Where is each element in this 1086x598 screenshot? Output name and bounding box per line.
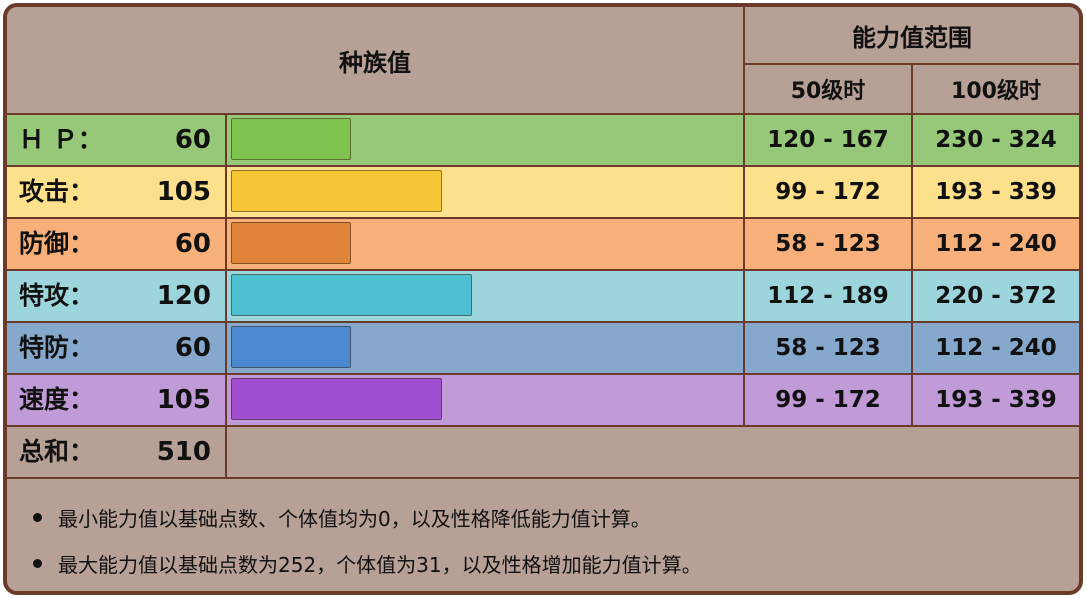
note-min: 最小能力值以基础点数、个体值均为0，以及性格降低能力值计算。	[33, 503, 651, 532]
grid-horizontal-line	[7, 477, 1079, 479]
stat-value: 60	[174, 333, 211, 363]
stats-table: 种族值 能力值范围 50级时 100级时 Ｈ Ｐ： 60 120 - 167 230 …	[3, 3, 1083, 595]
level50-label: 50级时	[790, 79, 866, 104]
range-level50: 112 - 189	[767, 283, 889, 309]
stat-bar-track	[227, 115, 743, 165]
stat-label: Ｈ Ｐ：	[19, 125, 103, 154]
stat-row: 速度： 105 99 - 172 193 - 339	[7, 375, 1079, 425]
grid-vertical-line	[225, 113, 227, 479]
stat-row: 防御： 60 58 - 123 112 - 240	[7, 219, 1079, 269]
stat-row: 攻击： 105 99 - 172 193 - 339	[7, 167, 1079, 217]
stat-bar	[231, 222, 351, 264]
stat-range-title: 能力值范围	[852, 23, 972, 52]
range-level50: 120 - 167	[767, 127, 889, 153]
stat-label: 攻击：	[19, 177, 95, 206]
grid-horizontal-line	[7, 113, 1079, 115]
stat-bar-track	[227, 167, 743, 217]
stat-label: 特防：	[19, 333, 95, 362]
stat-bar-track	[227, 375, 743, 425]
range-level100: 193 - 339	[935, 179, 1057, 205]
bullet-icon	[33, 559, 42, 568]
grid-vertical-line	[911, 63, 913, 427]
grid-horizontal-line	[7, 217, 1079, 219]
note-max-text: 最大能力值以基础点数为252，个体值为31，以及性格增加能力值计算。	[58, 553, 702, 577]
stat-value: 105	[156, 177, 211, 207]
level50-header: 50级时	[745, 65, 911, 113]
stat-bar	[231, 170, 442, 212]
stat-value: 120	[156, 281, 211, 311]
grid-horizontal-line	[7, 425, 1079, 427]
stat-row: 特防： 60 58 - 123 112 - 240	[7, 323, 1079, 373]
total-value: 510	[156, 437, 211, 467]
notes-section: 最小能力值以基础点数、个体值均为0，以及性格降低能力值计算。 最大能力值以基础点…	[7, 479, 1079, 591]
grid-vertical-line	[743, 7, 745, 427]
range-level100: 112 - 240	[935, 335, 1057, 361]
note-max: 最大能力值以基础点数为252，个体值为31，以及性格增加能力值计算。	[33, 549, 702, 578]
stat-bar	[231, 378, 442, 420]
stat-bar-track	[227, 323, 743, 373]
range-level100: 112 - 240	[935, 231, 1057, 257]
range-level50: 99 - 172	[775, 179, 881, 205]
stat-row: Ｈ Ｐ： 60 120 - 167 230 - 324	[7, 115, 1079, 165]
total-row: 总和： 510	[7, 427, 1079, 477]
base-stats-header: 种族值	[7, 7, 743, 113]
stat-value: 105	[156, 385, 211, 415]
stat-bar	[231, 118, 351, 160]
range-level100: 230 - 324	[935, 127, 1057, 153]
level100-header: 100级时	[913, 65, 1079, 113]
total-label: 总和：	[19, 437, 95, 466]
range-level50: 58 - 123	[775, 231, 881, 257]
stat-bar	[231, 274, 472, 316]
stat-bar	[231, 326, 351, 368]
stat-bar-track	[227, 219, 743, 269]
base-stats-title: 种族值	[339, 48, 411, 77]
stat-bar-track	[227, 271, 743, 321]
grid-horizontal-line	[7, 165, 1079, 167]
level100-label: 100级时	[951, 79, 1041, 104]
note-min-text: 最小能力值以基础点数、个体值均为0，以及性格降低能力值计算。	[58, 507, 651, 531]
range-level50: 58 - 123	[775, 335, 881, 361]
stat-value: 60	[174, 229, 211, 259]
stat-value: 60	[174, 125, 211, 155]
grid-horizontal-line	[7, 269, 1079, 271]
stat-label: 防御：	[19, 229, 95, 258]
grid-horizontal-line	[7, 373, 1079, 375]
range-level100: 193 - 339	[935, 387, 1057, 413]
stat-label: 速度：	[19, 385, 95, 414]
range-level50: 99 - 172	[775, 387, 881, 413]
stat-row: 特攻： 120 112 - 189 220 - 372	[7, 271, 1079, 321]
range-level100: 220 - 372	[935, 283, 1057, 309]
stat-range-header: 能力值范围	[745, 7, 1079, 63]
stat-label: 特攻：	[19, 281, 95, 310]
bullet-icon	[33, 513, 42, 522]
grid-horizontal-line	[7, 321, 1079, 323]
